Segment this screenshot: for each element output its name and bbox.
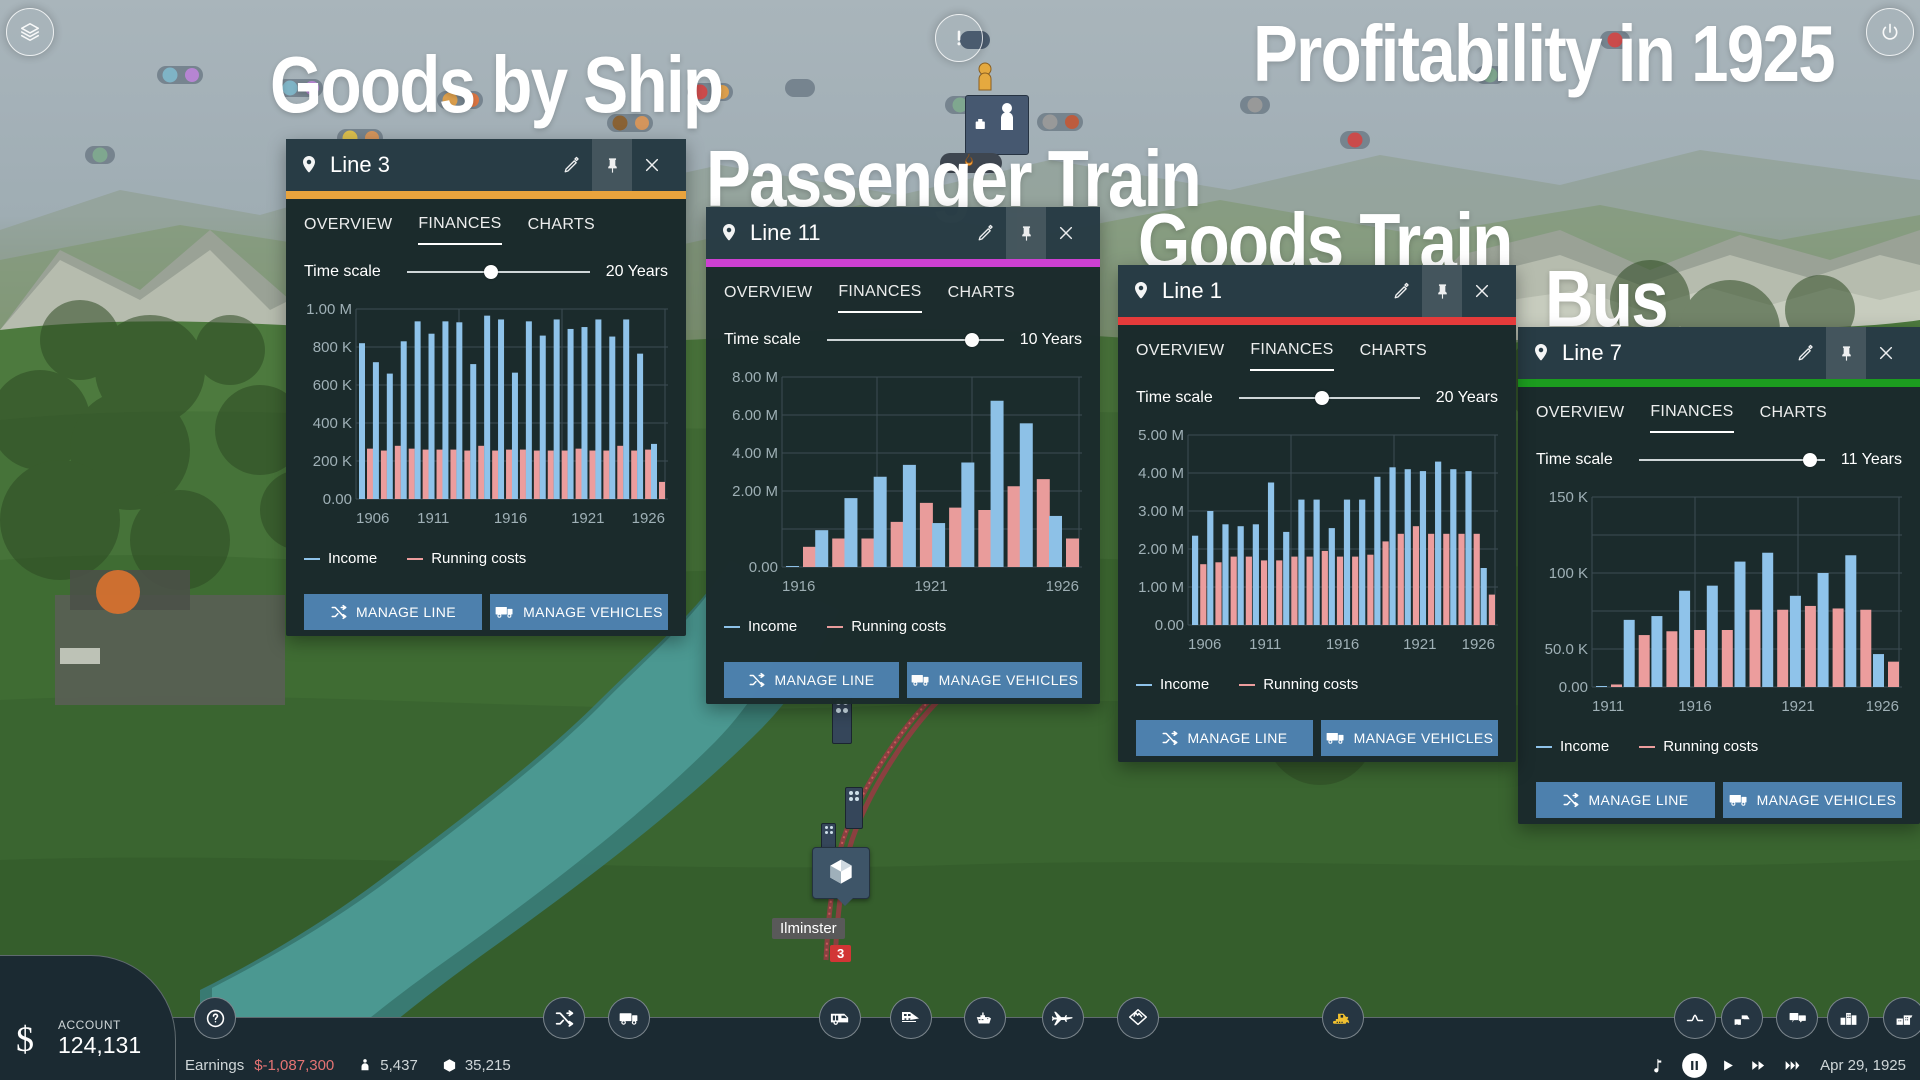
svg-text:1916: 1916 bbox=[494, 510, 527, 527]
svg-text:2.00 M: 2.00 M bbox=[732, 483, 778, 500]
svg-text:3.00 M: 3.00 M bbox=[1138, 503, 1184, 520]
svg-text:200 K: 200 K bbox=[313, 453, 352, 470]
svg-text:5.00 M: 5.00 M bbox=[1138, 429, 1184, 444]
svg-text:0.00: 0.00 bbox=[323, 491, 352, 508]
svg-text:100 K: 100 K bbox=[1549, 565, 1588, 582]
svg-text:1916: 1916 bbox=[1678, 698, 1711, 715]
svg-text:1911: 1911 bbox=[1249, 636, 1281, 653]
svg-text:1921: 1921 bbox=[1781, 698, 1814, 715]
svg-text:8.00 M: 8.00 M bbox=[732, 371, 778, 386]
svg-text:1906: 1906 bbox=[356, 510, 389, 527]
svg-text:4.00 M: 4.00 M bbox=[732, 445, 778, 462]
svg-text:1921: 1921 bbox=[1403, 636, 1436, 653]
svg-text:1916: 1916 bbox=[1326, 636, 1359, 653]
svg-text:1916: 1916 bbox=[782, 578, 815, 595]
svg-text:6.00 M: 6.00 M bbox=[732, 407, 778, 424]
svg-text:1926: 1926 bbox=[1046, 578, 1079, 595]
svg-text:1926: 1926 bbox=[1462, 636, 1495, 653]
svg-text:1906: 1906 bbox=[1188, 636, 1221, 653]
svg-text:800 K: 800 K bbox=[313, 339, 352, 356]
svg-text:150 K: 150 K bbox=[1549, 491, 1588, 506]
svg-text:1926: 1926 bbox=[632, 510, 665, 527]
svg-text:1911: 1911 bbox=[417, 510, 449, 527]
svg-text:1.00 M: 1.00 M bbox=[306, 303, 352, 318]
svg-text:0.00: 0.00 bbox=[1559, 679, 1588, 696]
svg-text:2.00 M: 2.00 M bbox=[1138, 541, 1184, 558]
svg-text:0.00: 0.00 bbox=[749, 559, 778, 576]
svg-text:400 K: 400 K bbox=[313, 415, 352, 432]
svg-text:0.00: 0.00 bbox=[1155, 617, 1184, 634]
svg-text:1921: 1921 bbox=[914, 578, 947, 595]
svg-text:600 K: 600 K bbox=[313, 377, 352, 394]
svg-text:50.0 K: 50.0 K bbox=[1545, 641, 1588, 658]
svg-text:1926: 1926 bbox=[1866, 698, 1899, 715]
svg-text:1911: 1911 bbox=[1592, 698, 1624, 715]
svg-text:4.00 M: 4.00 M bbox=[1138, 465, 1184, 482]
svg-text:1.00 M: 1.00 M bbox=[1138, 579, 1184, 596]
svg-text:1921: 1921 bbox=[571, 510, 604, 527]
